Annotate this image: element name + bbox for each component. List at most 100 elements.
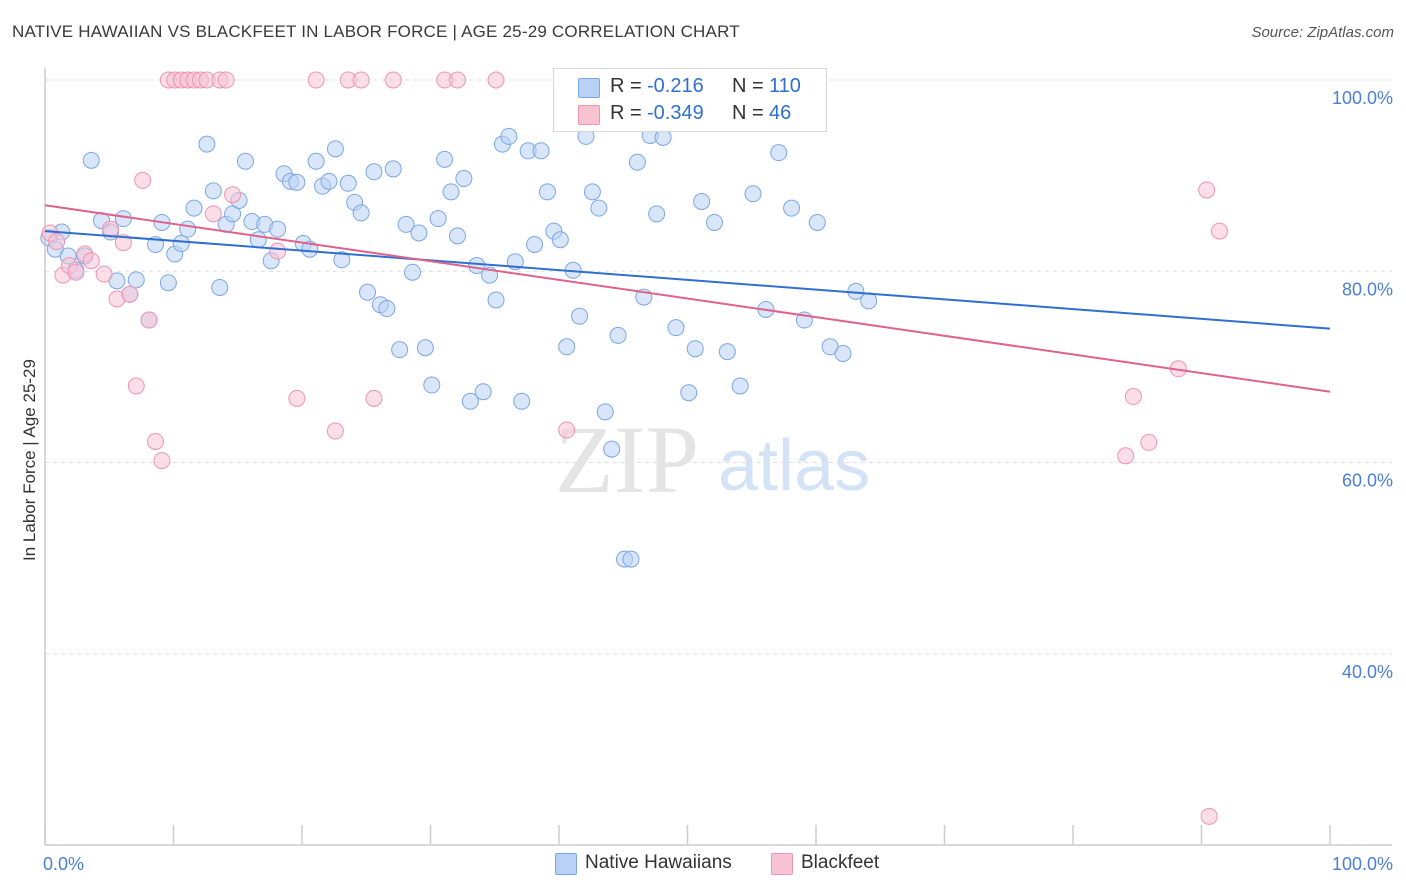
native-hawaiian-point — [783, 199, 801, 217]
native-hawaiian-point — [693, 192, 711, 210]
legend-row-blackfeet: R = -0.349 N = 46 — [554, 100, 826, 128]
native-hawaiian-point — [718, 343, 736, 361]
native-hawaiian-point — [198, 135, 216, 153]
y-tick-label: 100.0% — [1332, 88, 1393, 108]
n-label: N = — [732, 102, 764, 124]
blackfeet-point — [1200, 807, 1218, 825]
native-hawaiian-point — [114, 210, 132, 228]
native-hawaiian-point — [860, 292, 878, 310]
native-hawaiian-point — [359, 283, 377, 301]
native-hawaiian-point — [487, 291, 505, 309]
native-hawaiian-point — [384, 160, 402, 178]
native-hawaiian-point — [609, 326, 627, 344]
native-hawaiian-point — [378, 300, 396, 318]
r-label: R = — [610, 75, 642, 97]
native-hawaiian-point — [159, 274, 177, 292]
native-hawaiian-point — [667, 319, 685, 337]
n-value: 46 — [769, 102, 792, 124]
y-tick-label: 80.0% — [1342, 279, 1393, 299]
blue-swatch — [555, 853, 577, 875]
x-tick-label: 100.0% — [1332, 854, 1393, 874]
blackfeet-point — [384, 71, 402, 89]
native-hawaiian-point — [770, 144, 788, 162]
legend-row-native-hawaiians: R = -0.216 N = 110 — [554, 73, 826, 101]
watermark-atlas: atlas — [718, 426, 870, 506]
blackfeet-point — [140, 311, 158, 329]
data-points — [40, 71, 1228, 825]
native-hawaiian-point — [307, 152, 325, 170]
native-hawaiian-point — [532, 142, 550, 160]
native-hawaiian-point — [326, 140, 344, 158]
blue-swatch — [578, 78, 600, 98]
native-hawaiian-point — [744, 185, 762, 203]
series-name: Blackfeet — [801, 852, 880, 873]
blackfeet-point — [204, 205, 222, 223]
native-hawaiian-point — [236, 152, 254, 170]
native-hawaiian-point — [538, 183, 556, 201]
native-hawaiian-point — [436, 150, 454, 168]
stats-legend: R = -0.216 N = 110 R = -0.349 N = 46 — [553, 68, 827, 132]
y-tick-label: 40.0% — [1342, 662, 1393, 682]
native-hawaiian-point — [834, 344, 852, 362]
native-hawaiian-point — [333, 251, 351, 269]
native-hawaiian-point — [628, 153, 646, 171]
native-hawaiian-point — [558, 338, 576, 356]
native-hawaiian-point — [513, 392, 531, 410]
native-hawaiian-point — [731, 377, 749, 395]
watermark: ZIP atlas — [555, 406, 870, 513]
native-hawaiian-point — [288, 173, 306, 191]
blackfeet-point — [102, 220, 120, 238]
blackfeet-point — [558, 421, 576, 439]
native-hawaiian-point — [705, 213, 723, 231]
native-hawaiian-point — [179, 220, 197, 238]
blackfeet-point — [224, 186, 242, 204]
native-hawaiian-trend-line — [44, 230, 1331, 330]
blackfeet-point — [147, 432, 165, 450]
x-tick-label: 0.0% — [43, 854, 84, 874]
blackfeet-point — [326, 422, 344, 440]
native-hawaiian-point — [82, 151, 100, 169]
native-hawaiian-point — [410, 224, 428, 242]
blackfeet-point — [114, 234, 132, 252]
blackfeet-point — [217, 71, 235, 89]
series-name: Native Hawaiians — [585, 852, 732, 873]
native-hawaiian-point — [397, 215, 415, 233]
blackfeet-point — [1140, 433, 1158, 451]
blackfeet-point — [269, 242, 287, 260]
native-hawaiian-point — [526, 235, 544, 253]
native-hawaiian-point — [551, 231, 569, 249]
blackfeet-point — [48, 233, 66, 251]
blackfeet-point — [1210, 222, 1228, 240]
blackfeet-point — [288, 389, 306, 407]
native-hawaiian-point — [404, 263, 422, 281]
watermark-zip: ZIP — [555, 406, 699, 513]
source-credit: Source: ZipAtlas.com — [1251, 24, 1394, 41]
native-hawaiian-point — [596, 403, 614, 421]
blackfeet-point — [134, 171, 152, 189]
native-hawaiian-point — [808, 213, 826, 231]
y-axis-label: In Labor Force | Age 25-29 — [20, 359, 39, 561]
native-hawaiian-point — [339, 174, 357, 192]
native-hawaiian-point — [442, 183, 460, 201]
native-hawaiian-point — [352, 204, 370, 222]
blackfeet-point — [448, 71, 466, 89]
n-label: N = — [732, 75, 764, 97]
blackfeet-point — [121, 285, 139, 303]
pink-swatch — [771, 853, 793, 875]
blackfeet-point — [82, 252, 100, 270]
blackfeet-point — [352, 71, 370, 89]
blackfeet-point — [67, 263, 85, 281]
blackfeet-point — [307, 71, 325, 89]
y-tick-label: 60.0% — [1342, 471, 1393, 491]
blackfeet-point — [1124, 388, 1142, 406]
native-hawaiian-point — [448, 227, 466, 245]
native-hawaiian-point — [127, 271, 145, 289]
native-hawaiian-point — [429, 210, 447, 228]
r-value: -0.349 — [647, 102, 704, 124]
pink-swatch — [578, 105, 600, 125]
blackfeet-trend-line — [44, 204, 1331, 393]
native-hawaiian-point — [269, 220, 287, 238]
native-hawaiian-point — [320, 172, 338, 190]
native-hawaiian-point — [365, 163, 383, 181]
